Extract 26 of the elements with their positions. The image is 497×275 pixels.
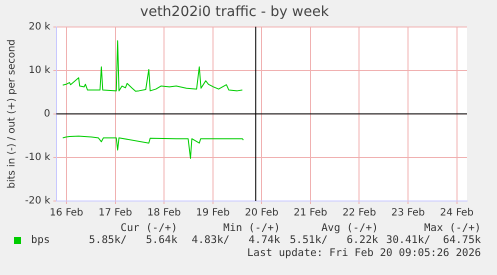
x-tick-label: 22 Feb [342, 208, 376, 219]
text: 30.41k/ 64.75k [385, 234, 481, 246]
x-tick-label: 20 Feb [244, 208, 278, 219]
x-tick-label: 16 Feb [50, 208, 84, 219]
x-tick-label: 21 Feb [294, 208, 328, 219]
text: 5.85k/ 5.64k [88, 234, 178, 246]
x-tick-label: 18 Feb [147, 208, 181, 219]
x-tick-label: 19 Feb [196, 208, 230, 219]
x-tick-label: 23 Feb [391, 208, 425, 219]
text: 5.51k/ 6.22k [288, 234, 378, 246]
text: Max (-/+) [423, 222, 481, 234]
y-axis-title: bits in (-) / out (+) per second [6, 39, 18, 189]
text: 4.83k/ 4.74k [190, 234, 280, 246]
y-tick-label: -10 k [24, 152, 50, 164]
y-tick-label: 10 k [28, 64, 51, 76]
y-tick-label: 20 k [28, 21, 51, 32]
y-tick-label: -20 k [24, 196, 50, 207]
text: Cur (-/+) [120, 222, 178, 234]
text: Min (-/+) [222, 222, 280, 234]
text: Avg (-/+) [320, 222, 378, 234]
x-tick-label: 17 Feb [98, 208, 132, 219]
text: Last update: Fri Feb 20 09:05:26 2026 [246, 246, 482, 258]
chart-title: veth202i0 traffic - by week [140, 4, 330, 20]
x-tick-label: 24 Feb [440, 208, 474, 219]
legend-label: bps [31, 234, 50, 246]
y-tick-label: 0 [44, 108, 50, 120]
